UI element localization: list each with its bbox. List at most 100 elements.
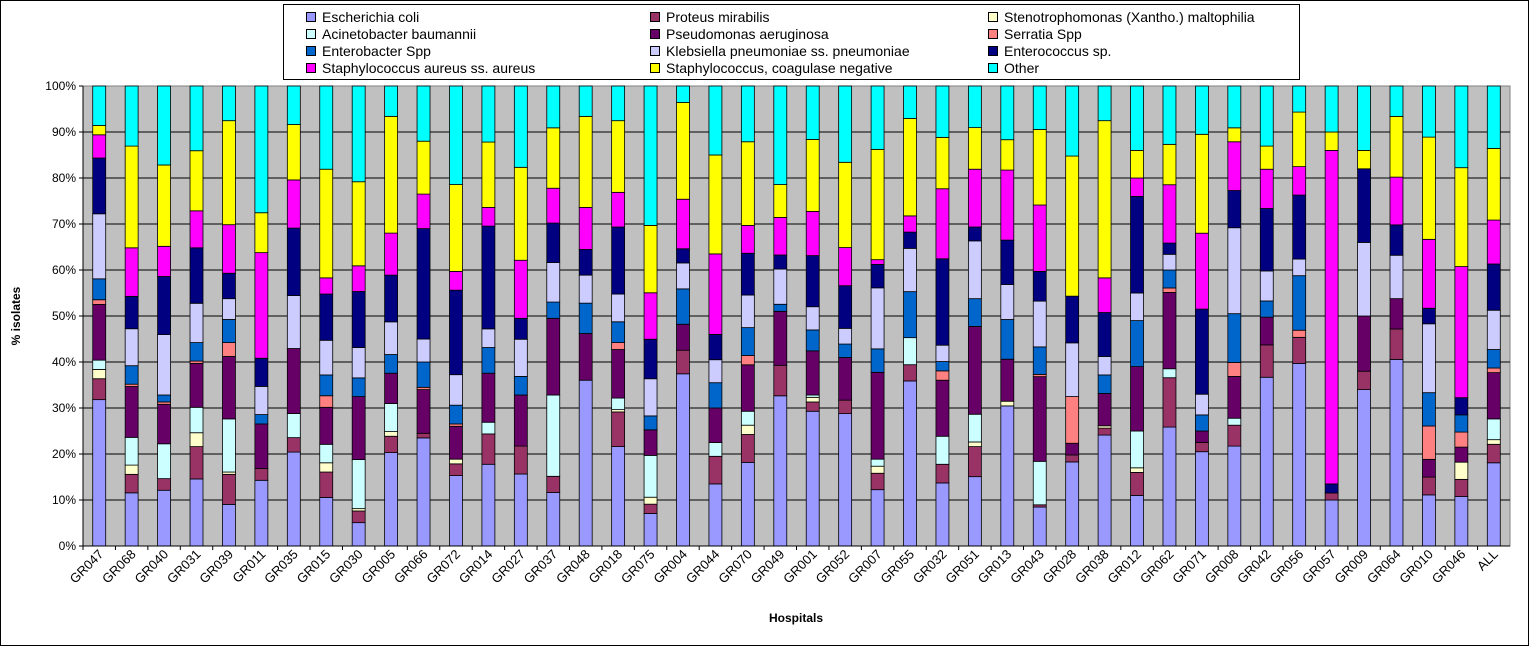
bar-segment — [254, 357, 269, 387]
bar-segment — [1486, 349, 1501, 369]
bar-segment — [773, 364, 788, 397]
bar-segment — [1097, 277, 1112, 313]
bar-segment — [611, 446, 626, 547]
bar-segment — [1422, 425, 1436, 460]
bar-segment — [1422, 476, 1436, 496]
y-tick-label: 90% — [52, 125, 76, 139]
x-tick-label: GR057 — [1299, 547, 1339, 587]
bar-segment — [967, 326, 982, 415]
bar-segment — [1389, 328, 1404, 360]
bar-segment — [1227, 417, 1242, 426]
legend-swatch — [306, 63, 316, 73]
legend-label: Staphylococcus, coagulase negative — [666, 60, 893, 76]
bar-segment — [1454, 397, 1469, 416]
bar-segment — [351, 510, 366, 524]
y-axis-label: % isolates — [9, 286, 23, 345]
x-tick-label: GR004 — [650, 547, 690, 587]
bar-segment — [449, 475, 463, 547]
bar-segment — [449, 271, 463, 291]
bar-segment — [1097, 120, 1112, 279]
legend-label: Klebsiella pneumoniae ss. pneumoniae — [666, 43, 910, 59]
x-tick-label: GR075 — [618, 547, 658, 587]
bar-segment — [513, 259, 528, 319]
bar-segment — [935, 136, 950, 190]
bar-segment — [1032, 506, 1047, 547]
bar-segment — [222, 342, 236, 357]
legend-swatch — [306, 12, 316, 22]
bar-segment — [1162, 269, 1177, 289]
bar-segment — [1227, 376, 1242, 419]
bar-segment — [578, 249, 593, 276]
bar-segment — [1032, 346, 1047, 375]
bar-segment — [870, 472, 885, 491]
bar-segment — [643, 454, 658, 498]
legend-item: Stenotrophomonas (Xantho.) maltophilia — [988, 9, 1255, 25]
bar-segment — [1324, 85, 1339, 133]
bar-segment — [513, 317, 528, 340]
bar-segment — [1259, 316, 1274, 346]
legend-item: Other — [988, 60, 1039, 76]
bar-segment — [286, 295, 301, 349]
bar-segment — [416, 85, 431, 142]
bar-segment — [416, 228, 431, 340]
y-tick-label: 20% — [52, 447, 76, 461]
bar-segment — [1162, 292, 1177, 370]
x-tick-label: GR044 — [683, 547, 723, 587]
bar-segment — [1130, 430, 1144, 469]
bar-segment — [449, 289, 463, 376]
bar-segment — [1357, 315, 1371, 372]
x-tick-label: GR062 — [1137, 547, 1177, 587]
bar-segment — [254, 468, 269, 481]
bar-segment — [708, 407, 723, 443]
bar-segment — [124, 436, 139, 466]
bar-segment — [481, 328, 496, 348]
bar-segment — [1486, 418, 1501, 441]
bar-segment — [1454, 431, 1469, 448]
bar-segment — [838, 85, 853, 163]
bar-segment — [1422, 85, 1436, 138]
bar-segment — [286, 179, 301, 229]
bar-segment — [805, 396, 820, 403]
bar-segment — [92, 359, 107, 370]
bar-segment — [1357, 168, 1371, 243]
bar-segment — [1162, 368, 1177, 379]
bar-segment — [92, 213, 107, 280]
bar-segment — [643, 415, 658, 431]
bar-segment — [773, 310, 788, 366]
bar-segment — [967, 441, 982, 448]
bar-segment — [351, 396, 366, 461]
x-tick-label: GR070 — [715, 547, 755, 587]
bar-segment — [351, 265, 366, 292]
bar-segment — [254, 386, 269, 415]
x-axis-label: Hospitals — [769, 611, 823, 625]
bar-segment — [286, 437, 301, 453]
bar-segment — [416, 361, 431, 388]
bar-segment — [449, 463, 463, 476]
bar-segment — [513, 445, 528, 475]
bar-segment — [903, 364, 917, 382]
bar-segment — [935, 344, 950, 362]
bar-segment — [578, 85, 593, 117]
bar-segment — [481, 225, 496, 330]
bar-segment — [319, 374, 334, 397]
y-tick-label: 30% — [52, 401, 76, 415]
bar-segment — [384, 115, 398, 234]
bar-segment — [708, 333, 723, 361]
bar-segment — [1259, 344, 1274, 378]
bar-segment — [967, 127, 982, 170]
bar-segment — [838, 399, 853, 415]
bar-segment — [1162, 253, 1177, 271]
bar-segment — [1195, 393, 1209, 416]
bar-segment — [611, 293, 626, 323]
bar-segment — [1162, 287, 1177, 293]
bar-segment — [1422, 307, 1436, 325]
bar-segment — [351, 347, 366, 379]
bar-segment — [903, 380, 917, 547]
bar-segment — [124, 464, 139, 475]
bar-segment — [1195, 451, 1209, 547]
bar-segment — [189, 210, 204, 249]
bar-segment — [124, 85, 139, 147]
bar-segment — [967, 168, 982, 228]
bar-segment — [1065, 342, 1080, 397]
bar-segment — [1227, 141, 1242, 191]
